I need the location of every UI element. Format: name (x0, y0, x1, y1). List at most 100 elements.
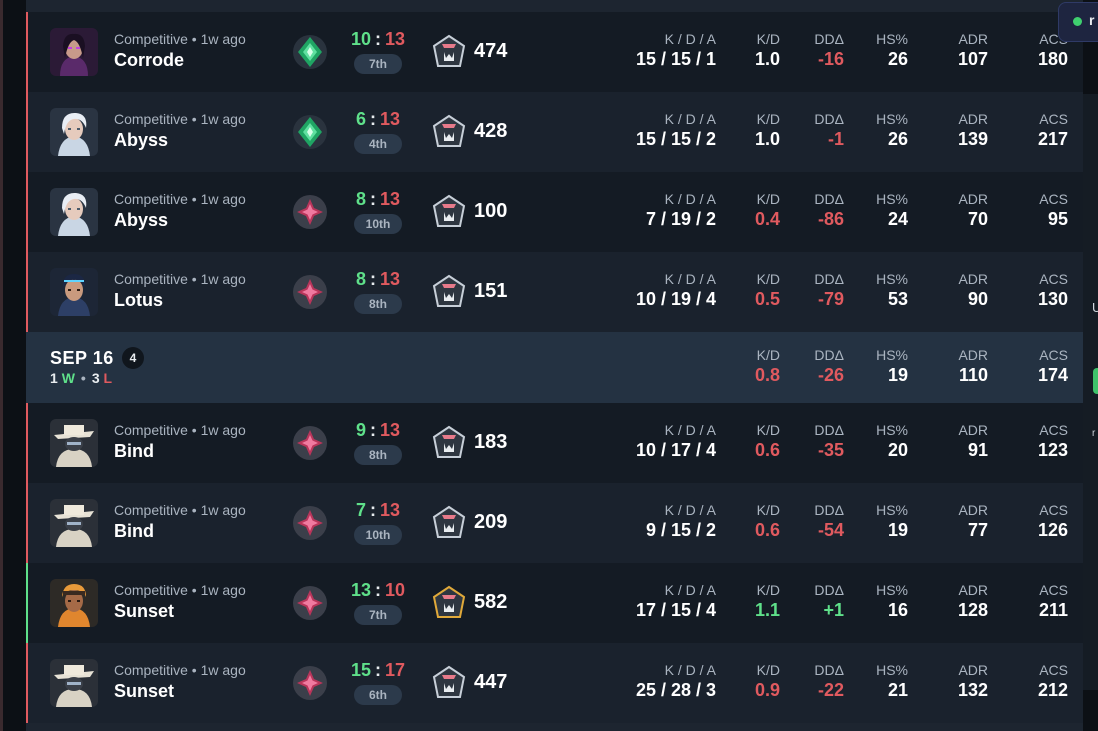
stat-value: 26 (887, 129, 908, 149)
match-row[interactable]: Competitive • 1w ago Abyss 8:13 10th 100… (26, 172, 1083, 252)
stat-dd: DDΔ -86 (814, 191, 844, 230)
loss-indicator (26, 483, 28, 563)
stat-value: 70 (967, 209, 988, 229)
stat-hs: HS% 26 (876, 111, 908, 150)
stat-dd: DDΔ -35 (814, 422, 844, 461)
rank-rating: 447 (474, 671, 508, 693)
stat-label: DDΔ (814, 271, 844, 287)
stat-acs: ACS 123 (1038, 422, 1068, 461)
stat-acs: ACS 212 (1038, 662, 1068, 701)
raze-avatar (50, 579, 98, 627)
ascendant-icon (292, 114, 328, 150)
rank-tier-icon (432, 114, 466, 150)
loss-indicator (26, 12, 28, 92)
stat-value: 139 (957, 129, 988, 149)
match-row[interactable]: Competitive • 1w ago Bind 9:13 8th 183 K… (26, 403, 1083, 483)
stat-value: 53 (887, 289, 908, 309)
stat-label: K/D (756, 422, 780, 438)
map-name: Bind (114, 521, 154, 541)
rank-tier-icon (432, 274, 466, 310)
match-meta: Competitive • 1w ago (114, 582, 246, 598)
match-row[interactable]: Competitive • 1w ago Lotus 8:13 8th 151 … (26, 252, 1083, 332)
stat-value: 15 / 15 / 2 (635, 129, 716, 149)
cypher-avatar (50, 659, 98, 707)
stat-label: K / D / A (664, 582, 716, 598)
stat-value: 20 (887, 440, 908, 460)
stat-kda: K / D / A 7 / 19 / 2 (646, 191, 716, 230)
map-name: Bind (114, 441, 154, 461)
placement-badge: 7th (354, 54, 402, 74)
day-record: 1 W • 3 L (50, 370, 112, 386)
day-acs: ACS 174 (1037, 347, 1068, 385)
score-team: 9 (355, 420, 366, 440)
placement-badge: 10th (354, 525, 402, 545)
score-team: 13 (350, 580, 371, 600)
stat-value: 77 (967, 520, 988, 540)
stat-value: 1.0 (754, 49, 780, 69)
match-row[interactable]: Competitive • 1w ago Sunset 13:10 7th 58… (26, 563, 1083, 643)
stat-kd: K/D 1.1 (755, 582, 780, 621)
status-pill[interactable]: r (1058, 2, 1098, 42)
stat-label: K / D / A (664, 271, 716, 287)
stat-label: DDΔ (814, 31, 844, 47)
immortal-icon (292, 585, 328, 621)
stat-adr: ADR 128 (958, 582, 988, 621)
score-separator: : (375, 29, 381, 49)
stat-label: DDΔ (814, 111, 844, 127)
immortal-icon (292, 505, 328, 541)
map-name: Lotus (114, 290, 163, 310)
loss-indicator (26, 172, 28, 252)
stat-label: DDΔ (814, 191, 844, 207)
stat-label: K/D (756, 502, 780, 518)
stat-value: 21 (887, 680, 908, 700)
stat-adr: ADR 90 (958, 271, 988, 310)
stat-value: 0.9 (754, 680, 780, 700)
match-row[interactable]: Competitive • 1w ago Bind 7:13 10th 209 … (26, 483, 1083, 563)
stat-value: 107 (957, 49, 988, 69)
score-enemy: 10 (385, 580, 406, 600)
side-panel-button[interactable] (1093, 368, 1098, 394)
placement-badge: 6th (354, 685, 402, 705)
stat-value: 95 (1047, 209, 1068, 229)
stat-label: HS% (876, 662, 908, 678)
stat-acs: ACS 217 (1038, 111, 1068, 150)
stat-adr: ADR 77 (958, 502, 988, 541)
match-row[interactable]: Competitive • 1w ago Corrode 10:13 7th 4… (26, 12, 1083, 92)
stat-value: 0.4 (754, 209, 780, 229)
stat-kd: K/D 0.9 (755, 662, 780, 701)
map-name: Corrode (114, 50, 185, 70)
match-meta: Competitive • 1w ago (114, 662, 246, 678)
score-separator: : (369, 500, 376, 520)
stat-hs: HS% 19 (876, 502, 908, 541)
stat-value: -54 (817, 520, 844, 540)
map-name: Sunset (114, 681, 175, 701)
match-row[interactable]: Competitive • 1w ago Sunset 15:17 6th 44… (26, 643, 1083, 723)
placement-badge: 7th (354, 605, 402, 625)
rank-rating: 582 (474, 591, 508, 613)
day-date: SEP 16 (50, 348, 114, 368)
stat-kda: K / D / A 25 / 28 / 3 (636, 662, 716, 701)
stat-value: 123 (1037, 440, 1068, 460)
placement-badge: 8th (354, 294, 402, 314)
stat-label: K/D (756, 191, 780, 207)
stat-value: +1 (823, 600, 844, 620)
match-meta: Competitive • 1w ago (114, 111, 246, 127)
status-text: r (1089, 12, 1095, 28)
day-losses-label: L (103, 370, 113, 386)
match-row[interactable]: Competitive • 1w ago Abyss 6:13 4th 428 … (26, 92, 1083, 172)
side-panel-edge (1083, 94, 1098, 690)
score-enemy: 13 (379, 420, 401, 440)
map-name: Abyss (114, 210, 169, 230)
loss-indicator (26, 403, 28, 483)
match-history-feed: Competitive • 1w ago Corrode 10: 13 7th 4… (26, 0, 1083, 731)
immortal-icon (292, 425, 328, 461)
day-kd: K/D 0.8 (754, 347, 780, 385)
score-team: 10 (350, 29, 371, 49)
score-team: 15 (350, 660, 371, 680)
stat-kd: K/D 0.4 (755, 191, 780, 230)
stat-value: 19 (887, 520, 908, 540)
stat-label: ADR (958, 502, 988, 518)
stat-label: ACS (1039, 502, 1068, 518)
day-dd: DDΔ -26 (814, 347, 844, 385)
stat-kd: K/D 0.6 (755, 502, 780, 541)
